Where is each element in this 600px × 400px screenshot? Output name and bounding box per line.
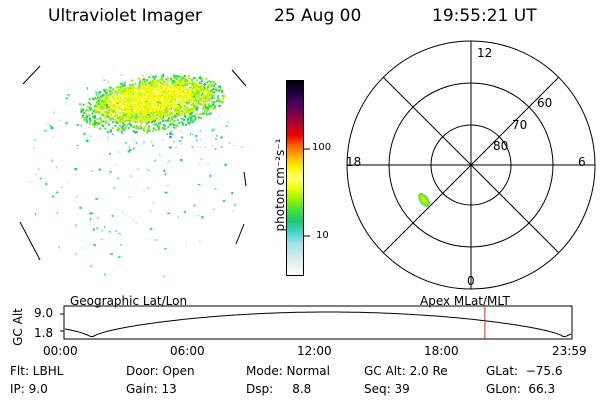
timeline-xtick-2359: 23:59 xyxy=(552,344,587,358)
altitude-curve xyxy=(64,311,572,338)
info-gc-alt: GC Alt: 2.0 Re xyxy=(364,364,448,378)
info-glon: GLon: 66.3 xyxy=(486,382,556,396)
timeline-xtick-0000: 00:00 xyxy=(43,344,78,358)
colorbar xyxy=(286,80,304,276)
polar-label-18: 18 xyxy=(346,155,362,169)
info-flt: Flt: LBHL xyxy=(10,364,64,378)
polar-label-lat-60: 60 xyxy=(537,96,553,110)
info-mode: Mode: Normal xyxy=(246,364,330,378)
speckle-layer xyxy=(28,73,244,278)
info-glat: GLat: −75.6 xyxy=(486,364,563,378)
timeline-ytick-1-8: 1.8 xyxy=(34,326,54,340)
auroral-oval-blob xyxy=(80,74,225,134)
frame-line-e xyxy=(243,171,247,187)
info-ip: IP: 9.0 xyxy=(10,382,48,396)
timeline-ytick-9: 9.0 xyxy=(34,306,54,320)
info-dsp: Dsp: 8.8 xyxy=(246,382,312,396)
timeline-frame xyxy=(63,305,573,340)
polar-label-0: 0 xyxy=(467,274,475,288)
timeline-xtick-1200: 12:00 xyxy=(297,344,332,358)
polar-diagonal-2 xyxy=(382,76,560,254)
colorbar-tick-100: 100 xyxy=(312,142,332,153)
frame-line-sw xyxy=(19,221,41,261)
frame-line-nw xyxy=(22,65,41,85)
frame-line-se xyxy=(235,223,245,245)
image-frame-lines xyxy=(19,65,247,261)
polar-grid xyxy=(346,40,596,290)
info-seq: Seq: 39 xyxy=(364,382,410,396)
colorbar-tick-10: 10 xyxy=(316,230,329,241)
time-label: 19:55:21 UT xyxy=(432,6,537,26)
date-label: 25 Aug 00 xyxy=(274,6,362,26)
auroral-image xyxy=(19,65,247,278)
timeline-plot xyxy=(60,305,573,340)
polar-label-lat-80: 80 xyxy=(493,139,509,153)
colorbar-ticks xyxy=(304,148,310,237)
colorbar-unit-label: photon cm⁻²s⁻¹ xyxy=(273,138,287,232)
info-door: Door: Open xyxy=(126,364,195,378)
info-gain: Gain: 13 xyxy=(126,382,177,396)
timeline-xtick-1800: 18:00 xyxy=(424,344,459,358)
polar-label-12: 12 xyxy=(477,46,493,60)
instrument-title: Ultraviolet Imager xyxy=(48,6,202,26)
timeline-geographic-label: Geographic Lat/Lon xyxy=(70,294,188,308)
timeline-xtick-0600: 06:00 xyxy=(170,344,205,358)
polar-label-6: 6 xyxy=(578,155,586,169)
timeline-y-axis-label: GC Alt xyxy=(11,308,25,346)
timeline-apex-label: Apex MLat/MLT xyxy=(420,294,510,308)
polar-label-lat-70: 70 xyxy=(512,118,528,132)
frame-line-ne xyxy=(231,69,247,87)
